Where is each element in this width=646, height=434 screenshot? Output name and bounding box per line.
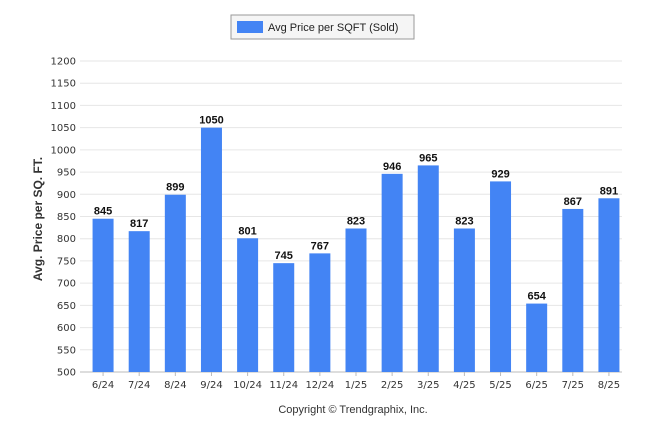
x-tick-label: 12/24 xyxy=(305,380,334,391)
x-tick-label: 11/24 xyxy=(269,380,298,391)
y-axis-ticks: 500 550 600 650 700 750 800 850 900 950 1000 1050 11… xyxy=(51,57,76,379)
x-axis-ticks: 6/24 7/24 8/24 9/24 10/24 11/24 12/24 1/25 2/25 3… xyxy=(92,372,620,391)
y-tick-label: 850 xyxy=(57,212,76,223)
y-tick-label: 1000 xyxy=(51,145,76,156)
x-tick-label: 1/25 xyxy=(345,380,367,391)
bar xyxy=(381,173,403,372)
bar xyxy=(598,198,620,372)
bar xyxy=(273,263,295,372)
y-tick-label: 1150 xyxy=(51,79,76,90)
x-tick-label: 6/25 xyxy=(525,380,547,391)
x-tick-label: 9/24 xyxy=(200,380,222,391)
bars: 845 817 899 1050 801 745 767 823 946 965 823 929 654… xyxy=(92,115,620,373)
bar xyxy=(345,228,367,372)
copyright-credit: Copyright © Trendgraphix, Inc. xyxy=(278,404,427,416)
x-tick-label: 5/25 xyxy=(489,380,511,391)
legend-label: Avg Price per SQFT (Sold) xyxy=(268,22,398,34)
data-label: 965 xyxy=(419,152,437,164)
y-tick-label: 1100 xyxy=(51,101,76,112)
x-tick-label: 8/24 xyxy=(164,380,186,391)
bar xyxy=(562,208,584,372)
data-label: 654 xyxy=(527,291,546,303)
bar xyxy=(490,181,512,372)
data-label: 867 xyxy=(564,196,582,208)
data-label: 891 xyxy=(600,185,618,197)
x-tick-label: 2/25 xyxy=(381,380,403,391)
x-tick-label: 6/24 xyxy=(92,380,114,391)
legend-swatch xyxy=(237,21,263,33)
y-tick-label: 900 xyxy=(57,190,76,201)
bar xyxy=(453,228,475,372)
y-tick-label: 600 xyxy=(57,323,76,334)
data-label: 745 xyxy=(275,250,293,262)
data-label: 899 xyxy=(166,182,184,194)
data-label: 817 xyxy=(130,218,148,230)
y-tick-label: 950 xyxy=(57,168,76,179)
y-tick-label: 750 xyxy=(57,256,76,267)
data-label: 801 xyxy=(238,225,256,237)
bar xyxy=(417,165,439,372)
x-tick-label: 10/24 xyxy=(233,380,262,391)
data-label: 823 xyxy=(347,215,365,227)
y-tick-label: 700 xyxy=(57,279,76,290)
y-tick-label: 500 xyxy=(57,368,76,379)
legend[interactable]: Avg Price per SQFT (Sold) xyxy=(230,14,415,40)
bar xyxy=(164,194,186,372)
x-tick-label: 3/25 xyxy=(417,380,439,391)
data-label: 845 xyxy=(94,206,112,218)
bar xyxy=(237,238,259,372)
data-label: 1050 xyxy=(199,115,223,127)
x-tick-label: 4/25 xyxy=(453,380,475,391)
bar xyxy=(526,303,548,372)
y-tick-label: 1050 xyxy=(51,123,76,134)
y-tick-label: 550 xyxy=(57,345,76,356)
data-label: 929 xyxy=(491,168,509,180)
y-tick-label: 800 xyxy=(57,234,76,245)
x-tick-label: 7/24 xyxy=(128,380,150,391)
bar xyxy=(200,127,222,373)
data-label: 946 xyxy=(383,161,401,173)
y-axis-title: Avg. Price per SQ. FT. xyxy=(31,157,45,281)
x-tick-label: 8/25 xyxy=(598,380,620,391)
y-tick-label: 650 xyxy=(57,301,76,312)
y-tick-label: 1200 xyxy=(51,57,76,68)
bar xyxy=(128,231,150,372)
data-label: 767 xyxy=(311,240,329,252)
data-label: 823 xyxy=(455,215,473,227)
bar xyxy=(92,218,114,372)
x-tick-label: 7/25 xyxy=(562,380,584,391)
bar xyxy=(309,253,331,372)
